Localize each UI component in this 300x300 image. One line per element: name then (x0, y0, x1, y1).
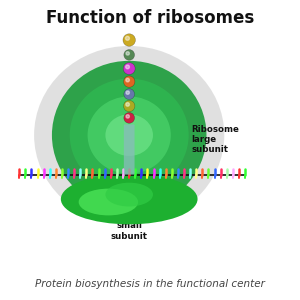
Text: Ribosome
large
subunit: Ribosome large subunit (192, 125, 239, 154)
Ellipse shape (105, 183, 153, 206)
Ellipse shape (70, 79, 189, 192)
Circle shape (126, 78, 129, 82)
Text: Ribosome
small
subunit: Ribosome small subunit (105, 211, 153, 241)
Circle shape (125, 36, 129, 40)
Circle shape (124, 112, 134, 123)
Circle shape (126, 115, 129, 118)
Circle shape (123, 34, 135, 46)
Ellipse shape (79, 189, 138, 215)
Text: Function of ribosomes: Function of ribosomes (46, 9, 254, 27)
Ellipse shape (61, 174, 198, 224)
Ellipse shape (105, 114, 153, 156)
FancyBboxPatch shape (124, 124, 134, 175)
Circle shape (126, 103, 129, 106)
Ellipse shape (88, 97, 171, 174)
Circle shape (124, 50, 134, 60)
Text: Protein biosynthesis in the functional center: Protein biosynthesis in the functional c… (35, 279, 265, 289)
Circle shape (124, 76, 135, 87)
Circle shape (124, 100, 135, 112)
Circle shape (126, 65, 129, 69)
Circle shape (123, 63, 135, 74)
Circle shape (126, 91, 129, 94)
Ellipse shape (34, 46, 224, 224)
Circle shape (124, 89, 134, 100)
Ellipse shape (52, 61, 206, 209)
Circle shape (126, 52, 129, 55)
